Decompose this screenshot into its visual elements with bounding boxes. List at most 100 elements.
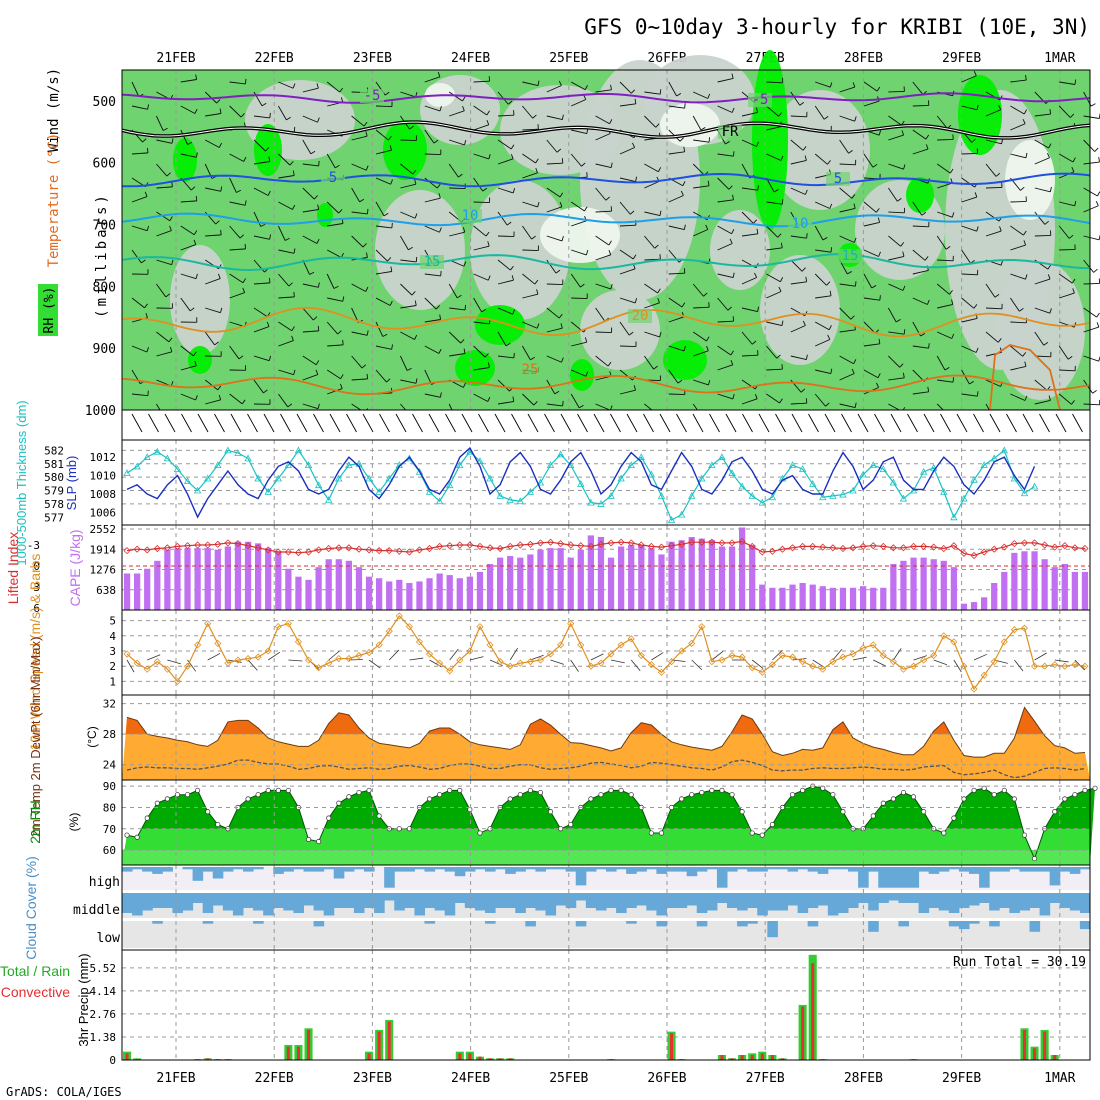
upper-wind-barb-flag [779, 398, 783, 404]
cloud-high-bar [797, 867, 809, 870]
thickness-point [163, 454, 172, 462]
lifted-index-point [597, 540, 605, 548]
thickness-point [798, 465, 807, 473]
upper-wind-barb [253, 139, 266, 152]
upper-wind-barb [302, 115, 318, 123]
rh-point [689, 792, 695, 798]
thickness-point [819, 493, 827, 501]
wind-barb [1034, 652, 1047, 661]
upper-wind-barb-flag [486, 110, 490, 116]
wind-speed-point [224, 659, 232, 667]
upper-wind-barb [790, 259, 803, 272]
lifted-index-point [688, 538, 696, 546]
thickness-point [899, 494, 908, 502]
thickness-point [677, 510, 686, 518]
lifted-index-point [627, 539, 635, 547]
upper-wind-barb-flag [969, 381, 974, 385]
surface-wind-barb [214, 413, 225, 433]
cloud-middle-bar [1059, 893, 1071, 908]
rh-point [981, 785, 987, 791]
upper-wind-barb [912, 369, 925, 382]
upper-wind-barb [693, 139, 710, 143]
upper-wind-barb [546, 206, 563, 213]
lifted-index-point [577, 542, 585, 550]
lifted-index-point [204, 541, 212, 549]
upper-wind-barb-flag [732, 394, 735, 400]
cloud-high-bar [353, 867, 365, 870]
upper-wind-barb [790, 325, 806, 333]
cloud-high-bar [333, 867, 345, 879]
upper-wind-barb-flag [1047, 274, 1051, 280]
thickness-point [738, 482, 746, 490]
upper-wind-barb-flag [1022, 352, 1027, 357]
upper-wind-barb-flag [584, 206, 588, 212]
upper-wind-barb-flag [973, 304, 978, 309]
upper-wind-barb [693, 91, 708, 99]
upper-wind-barb [839, 207, 856, 213]
upper-wind-barb-flag [872, 163, 878, 168]
cloud-middle-bar [535, 893, 546, 911]
upper-wind-barb-flag [433, 139, 439, 144]
upper-wind-barb-flag [677, 379, 683, 384]
cloud-middle-bar [727, 893, 738, 908]
pressure-tick-900: 900 [93, 342, 116, 357]
cloud-middle-bar [454, 893, 466, 903]
cape-bar [587, 535, 595, 610]
lifted-index-point [304, 548, 313, 556]
thickness-point [637, 453, 645, 460]
cape-bar [1031, 551, 1038, 610]
isotherm-minus5 [121, 92, 1091, 104]
upper-wind-barb [571, 129, 587, 135]
upper-wind-barb [205, 234, 222, 237]
cloud-high-bar [858, 867, 869, 888]
cloud-middle-bar [414, 893, 425, 916]
cloud-low-bar [696, 921, 708, 927]
cape-bar [960, 603, 968, 610]
precip-conv-bar [387, 1021, 391, 1060]
upper-wind-barb [327, 388, 343, 395]
cape-bar [1001, 571, 1008, 610]
upper-wind-barb [473, 245, 490, 251]
wind-barb [893, 648, 902, 661]
upper-wind-barb [888, 235, 901, 247]
upper-wind-barb-flag [554, 390, 560, 395]
cloud-high-bar [575, 867, 587, 886]
upper-wind-barb [351, 115, 365, 127]
top-date-25FEB: 25FEB [549, 51, 588, 66]
cloud-high-bar [293, 867, 304, 870]
rh-point [124, 832, 130, 838]
rh-tick-60: 60 [103, 844, 116, 857]
upper-wind-barb-flag [757, 306, 760, 312]
upper-wind-barb-flag [244, 200, 247, 206]
upper-wind-barb-flag [754, 272, 758, 278]
upper-wind-barb [1083, 259, 1095, 273]
thickness-tick-582: 582 [44, 444, 64, 457]
upper-wind-barb [961, 196, 977, 203]
upper-wind-barb-flag [388, 135, 392, 141]
surface-wind-barb [791, 413, 803, 433]
cloud-high-bar [948, 867, 960, 870]
precip-conv-label: Convective [1, 984, 70, 1000]
upper-wind-barb-flag [703, 292, 708, 297]
cloud-high-bar [938, 867, 950, 872]
wind-speed-point [829, 658, 837, 666]
cape-tick-638: 638 [96, 584, 116, 597]
wind-speed-point [284, 620, 292, 628]
upper-wind-barb-flag [193, 351, 197, 357]
temp-area-warm [125, 707, 1044, 735]
upper-wind-barb-flag [214, 341, 219, 346]
rh-white-area-15 [660, 103, 720, 147]
cloud-middle-bar [747, 893, 758, 908]
cape-bar [859, 586, 867, 610]
upper-wind-barb [912, 269, 929, 275]
upper-wind-barb-flag [951, 299, 954, 305]
cloud-middle-bar [1069, 893, 1081, 911]
precip-conv-bar [468, 1053, 472, 1060]
contour-label-bg [458, 209, 482, 223]
rh-point [618, 787, 624, 793]
upper-wind-barb-flag [485, 231, 490, 237]
cape-bar [829, 587, 837, 610]
precip-conv-bar [811, 963, 815, 1060]
surface-wind-barb [742, 413, 753, 433]
upper-wind-barb-flag [1072, 288, 1075, 294]
